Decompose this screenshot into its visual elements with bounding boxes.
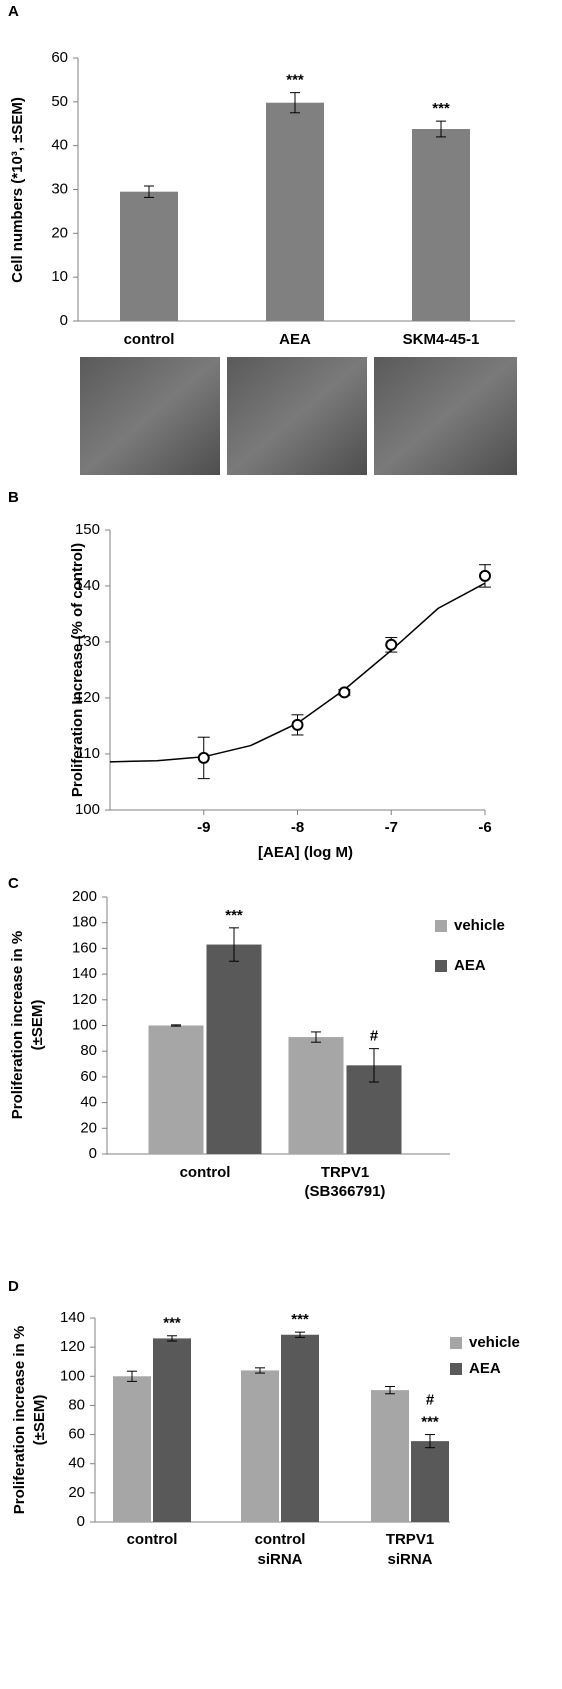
- y-axis-label: Proliferation Increase (% of control): [69, 543, 86, 797]
- panel-label: B: [8, 489, 19, 506]
- significance-mark: #: [426, 1392, 435, 1409]
- significance-mark: ***: [291, 1311, 309, 1328]
- data-point: [197, 751, 210, 764]
- y-tick-label: 120: [75, 689, 100, 706]
- y-tick-label: 20: [80, 1119, 97, 1136]
- micrograph: [227, 357, 367, 475]
- bar: [288, 1037, 344, 1154]
- y-tick-label: 100: [60, 1367, 85, 1384]
- y-axis-label: Proliferation increase in %: [11, 1326, 28, 1514]
- y-tick-label: 10: [51, 268, 68, 285]
- y-tick-label: 160: [72, 939, 97, 956]
- x-axis-label: [AEA] (log M): [258, 844, 353, 861]
- data-point: [385, 638, 398, 651]
- legend-label: AEA: [454, 957, 486, 974]
- y-tick-label: 20: [68, 1484, 85, 1501]
- y-tick-label: 80: [68, 1396, 85, 1413]
- y-tick-label: 80: [80, 1042, 97, 1059]
- y-axis-label: (±SEM): [29, 1000, 46, 1051]
- x-tick-label: -8: [291, 819, 304, 836]
- y-tick-label: 40: [68, 1455, 85, 1472]
- y-tick-label: 0: [60, 312, 68, 329]
- data-point: [291, 718, 304, 731]
- y-tick-label: 60: [68, 1426, 85, 1443]
- legend-swatch: [435, 920, 447, 932]
- micrograph: [374, 357, 517, 475]
- bar: [281, 1334, 319, 1522]
- bar: [113, 1376, 151, 1522]
- y-tick-label: 60: [80, 1068, 97, 1085]
- legend-swatch: [450, 1363, 462, 1375]
- y-tick-label: 60: [51, 49, 68, 66]
- legend-swatch: [435, 960, 447, 972]
- x-tick-label: SKM4-45-1: [403, 331, 480, 348]
- data-point: [479, 569, 491, 582]
- y-tick-label: 110: [76, 745, 100, 762]
- panel-label: A: [8, 3, 19, 20]
- data-point: [338, 686, 351, 699]
- x-tick-label: -9: [197, 819, 210, 836]
- x-tick-label: AEA: [279, 331, 311, 348]
- y-tick-label: 130: [75, 633, 100, 650]
- y-tick-label: 40: [80, 1094, 97, 1111]
- x-tick-label: control: [124, 331, 175, 348]
- bar: [266, 102, 324, 322]
- y-tick-label: 40: [51, 137, 68, 154]
- x-tick-label: control: [127, 1531, 178, 1548]
- y-tick-label: 180: [72, 914, 97, 931]
- y-tick-label: 120: [60, 1338, 85, 1355]
- y-axis-label: Proliferation increase in %: [9, 931, 26, 1119]
- x-tick-label: -7: [385, 819, 398, 836]
- significance-mark: ***: [421, 1414, 439, 1431]
- y-tick-label: 120: [72, 991, 97, 1008]
- x-tick-label: TRPV1: [321, 1164, 369, 1181]
- y-tick-label: 50: [51, 93, 68, 110]
- y-tick-label: 0: [77, 1513, 85, 1530]
- bar: [241, 1370, 279, 1522]
- x-tick-label: -6: [478, 819, 491, 836]
- y-axis-label: (±SEM): [31, 1395, 48, 1446]
- y-tick-label: 0: [89, 1145, 97, 1162]
- bar: [412, 129, 470, 321]
- x-tick-label: control: [255, 1531, 306, 1548]
- x-tick-note: (SB366791): [305, 1183, 386, 1200]
- significance-mark: ***: [286, 72, 304, 89]
- panel-label: D: [8, 1278, 19, 1295]
- y-tick-label: 200: [72, 888, 97, 905]
- y-axis-label: Cell numbers (*10³, ±SEM): [9, 97, 26, 283]
- legend-swatch: [450, 1337, 462, 1349]
- micrograph: [80, 357, 220, 475]
- x-tick-label: control: [180, 1164, 231, 1181]
- y-tick-label: 140: [72, 965, 97, 982]
- significance-mark: ***: [163, 1315, 181, 1332]
- bar: [411, 1441, 449, 1522]
- y-tick-label: 140: [75, 577, 100, 594]
- bar: [148, 1025, 204, 1154]
- y-tick-label: 30: [51, 180, 68, 197]
- y-tick-label: 140: [60, 1309, 85, 1326]
- y-tick-label: 100: [75, 801, 100, 818]
- bar: [153, 1338, 191, 1522]
- panel-label: C: [8, 875, 19, 892]
- legend-label: vehicle: [469, 1334, 520, 1351]
- significance-mark: ***: [225, 907, 243, 924]
- bar: [120, 191, 178, 321]
- y-tick-label: 20: [51, 224, 68, 241]
- bar: [371, 1390, 409, 1522]
- x-tick-label: siRNA: [257, 1551, 302, 1568]
- significance-mark: #: [370, 1028, 379, 1045]
- y-tick-label: 100: [72, 1016, 97, 1033]
- legend-label: AEA: [469, 1360, 501, 1377]
- x-tick-label: TRPV1: [386, 1531, 434, 1548]
- bar: [206, 944, 262, 1154]
- x-tick-label: siRNA: [387, 1551, 432, 1568]
- y-tick-label: 150: [75, 521, 100, 538]
- significance-mark: ***: [432, 100, 450, 117]
- legend-label: vehicle: [454, 917, 505, 934]
